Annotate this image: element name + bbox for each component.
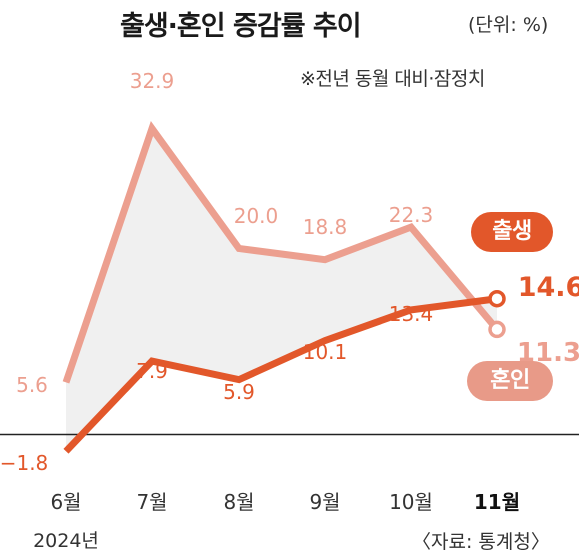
data-label-marriage-2: 20.0 <box>234 204 279 228</box>
series-line-marriage <box>62 120 500 384</box>
x-tick-label-0: 6월 <box>50 490 81 514</box>
legend-marriage-pill: 혼인 <box>467 361 553 401</box>
unit-label: (단위: %) <box>468 14 549 36</box>
data-label-marriage-0: 5.6 <box>16 373 48 397</box>
marker-birth-end <box>488 289 506 308</box>
data-label-marriage-1: 32.9 <box>130 69 175 93</box>
x-tick-label-5: 11월 <box>474 490 520 514</box>
data-label-birth-5: 14.6 <box>518 272 579 303</box>
x-tick-label-4: 10월 <box>389 490 433 514</box>
x-tick-label-1: 7월 <box>136 490 167 514</box>
marker-marriage-end <box>488 320 506 339</box>
shaded-area <box>66 128 497 452</box>
data-label-birth-3: 10.1 <box>303 340 348 364</box>
data-label-birth-1: 7.9 <box>136 359 168 383</box>
data-label-birth-4: 13.4 <box>389 302 434 326</box>
x-axis-year-label: 2024년 <box>33 530 99 552</box>
x-tick-label-2: 8월 <box>223 490 254 514</box>
series-line-birth <box>63 295 498 454</box>
chart-note: ※전년 동월 대비·잠정치 <box>300 68 485 90</box>
data-label-marriage-4: 22.3 <box>389 203 434 227</box>
data-label-marriage-3: 18.8 <box>303 215 348 239</box>
data-label-birth-2: 5.9 <box>223 380 255 404</box>
x-tick-label-3: 9월 <box>309 490 340 514</box>
data-label-birth-0: −1.8 <box>0 451 48 475</box>
source-label: 〈자료: 통계청〉 <box>412 531 550 553</box>
chart-title: 출생·혼인 증감률 추이 <box>120 11 362 42</box>
legend-birth-pill: 출생 <box>471 212 553 252</box>
